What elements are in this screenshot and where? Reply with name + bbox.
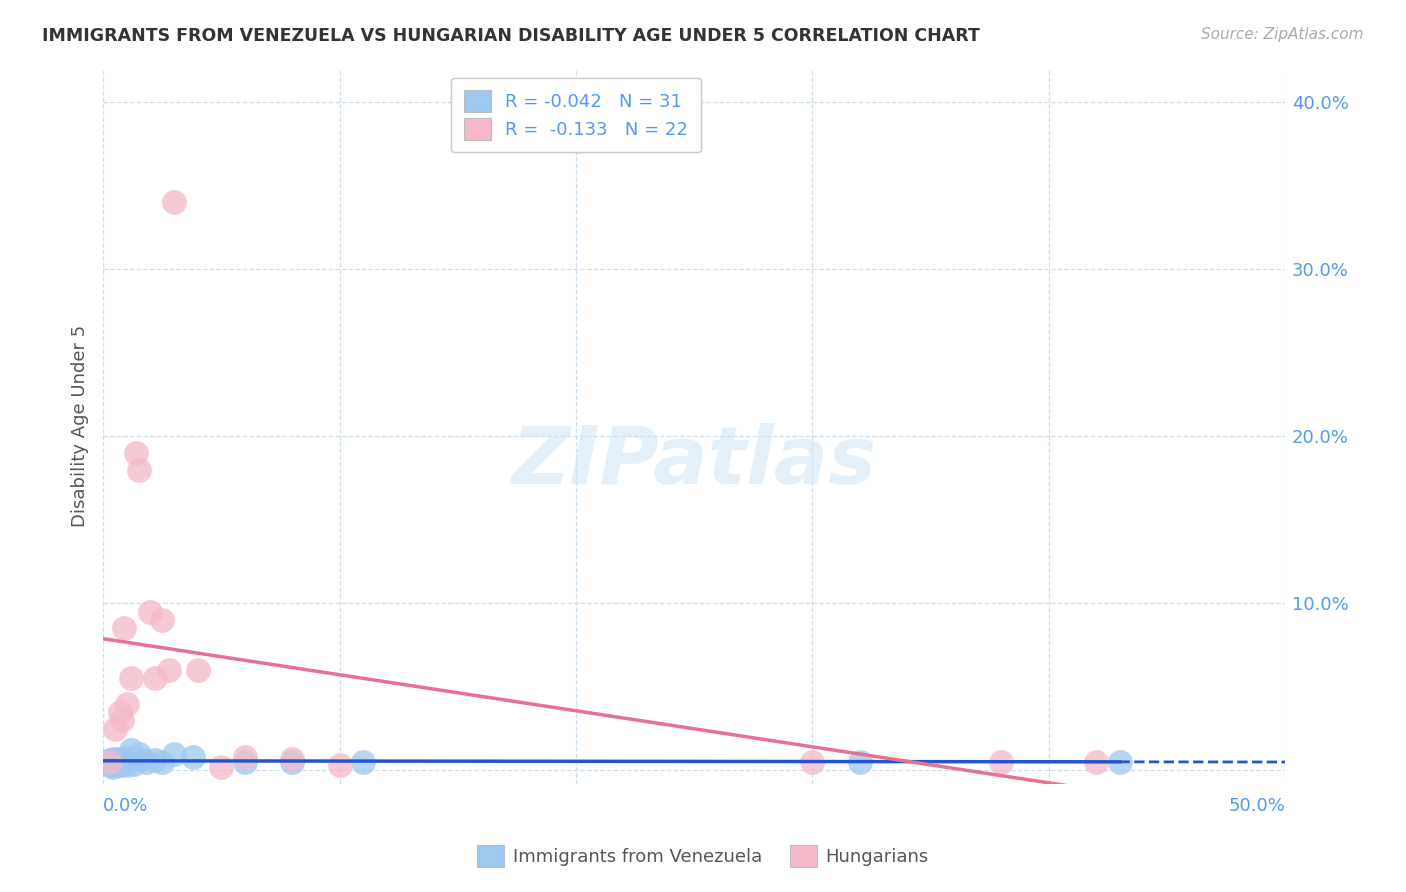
- Point: [118, 753, 141, 767]
- Point: [801, 755, 824, 769]
- Point: [97, 755, 120, 769]
- Point: [281, 752, 304, 766]
- Point: [233, 750, 256, 764]
- Point: [105, 752, 128, 766]
- Point: [990, 755, 1012, 769]
- Point: [328, 758, 350, 772]
- Point: [105, 758, 128, 772]
- Point: [115, 758, 138, 772]
- Text: 50.0%: 50.0%: [1227, 797, 1285, 815]
- Point: [104, 756, 127, 771]
- Text: Source: ZipAtlas.com: Source: ZipAtlas.com: [1201, 27, 1364, 42]
- Point: [111, 756, 134, 771]
- Point: [121, 672, 143, 686]
- Y-axis label: Disability Age Under 5: Disability Age Under 5: [72, 325, 89, 527]
- Point: [150, 755, 173, 769]
- Text: IMMIGRANTS FROM VENEZUELA VS HUNGARIAN DISABILITY AGE UNDER 5 CORRELATION CHART: IMMIGRANTS FROM VENEZUELA VS HUNGARIAN D…: [42, 27, 980, 45]
- Point: [112, 621, 135, 635]
- Point: [128, 747, 150, 761]
- Legend: Immigrants from Venezuela, Hungarians: Immigrants from Venezuela, Hungarians: [470, 838, 936, 874]
- Point: [233, 755, 256, 769]
- Point: [128, 462, 150, 476]
- Point: [104, 753, 127, 767]
- Text: ZIPatlas: ZIPatlas: [512, 423, 876, 501]
- Point: [135, 755, 157, 769]
- Point: [121, 743, 143, 757]
- Point: [98, 753, 121, 767]
- Point: [143, 753, 166, 767]
- Point: [115, 750, 138, 764]
- Point: [98, 755, 121, 769]
- Legend: R = -0.042   N = 31, R =  -0.133   N = 22: R = -0.042 N = 31, R = -0.133 N = 22: [451, 78, 700, 153]
- Point: [150, 613, 173, 627]
- Point: [163, 747, 186, 761]
- Point: [157, 663, 180, 677]
- Point: [1108, 755, 1130, 769]
- Point: [181, 750, 204, 764]
- Point: [104, 722, 127, 736]
- Point: [101, 760, 124, 774]
- Point: [108, 758, 131, 772]
- Point: [139, 605, 162, 619]
- Point: [209, 760, 232, 774]
- Point: [163, 195, 186, 210]
- Point: [187, 663, 209, 677]
- Point: [352, 755, 374, 769]
- Text: 0.0%: 0.0%: [103, 797, 149, 815]
- Point: [111, 713, 134, 727]
- Point: [108, 705, 131, 719]
- Point: [143, 672, 166, 686]
- Point: [115, 697, 138, 711]
- Point: [125, 446, 148, 460]
- Point: [108, 755, 131, 769]
- Point: [112, 755, 135, 769]
- Point: [101, 752, 124, 766]
- Point: [848, 755, 870, 769]
- Point: [1084, 755, 1107, 769]
- Point: [281, 755, 304, 769]
- Point: [122, 756, 145, 771]
- Point: [98, 758, 121, 772]
- Point: [111, 753, 134, 767]
- Point: [129, 752, 152, 766]
